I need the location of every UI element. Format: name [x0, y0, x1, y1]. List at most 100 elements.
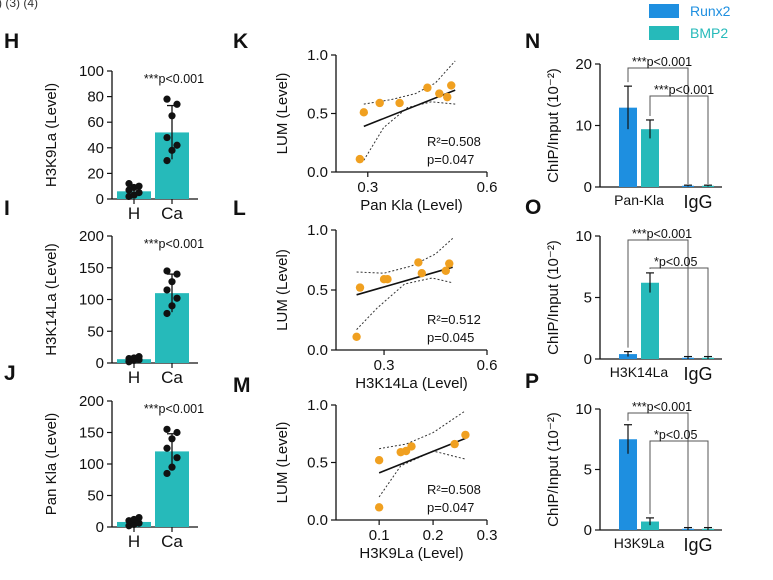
x-tick-label: Ca	[161, 368, 183, 387]
panel-j: J 0 50 100 150 200 Pan Kla (Level) H Ca ***p<0.00…	[4, 362, 204, 551]
y-tick-label: 0	[584, 522, 592, 539]
significance-bracket	[627, 67, 689, 184]
data-point	[173, 454, 181, 462]
x-tick-label: 0.1	[369, 527, 390, 544]
data-point	[395, 98, 404, 108]
y-axis-label: Pan Kla (Level)	[43, 413, 60, 516]
y-tick-label: 1.0	[307, 222, 328, 239]
panel-k: K 0.0 0.5 1.0 LUM (Level) 0.3 0.6 Pan Kla (Leve…	[233, 30, 497, 214]
y-tick-label: 0	[584, 351, 592, 368]
x-group-label: H3K14La	[610, 364, 669, 380]
panel-letter: M	[233, 374, 251, 397]
legend-swatch-runx2	[649, 4, 679, 18]
panel-letter: P	[525, 370, 539, 393]
panel-letter: I	[4, 197, 10, 220]
data-point	[168, 302, 176, 310]
data-point	[135, 182, 143, 190]
panel-letter: H	[4, 30, 19, 53]
data-point	[173, 270, 181, 278]
significance-bracket	[627, 239, 689, 356]
y-tick-label: 0.0	[307, 512, 328, 529]
y-tick-label: 5	[584, 290, 592, 307]
y-tick-label: 0	[96, 191, 104, 208]
significance-label: ***p<0.001	[144, 72, 204, 86]
data-point	[359, 108, 369, 117]
x-group-label: IgG	[683, 192, 712, 212]
p-value-label: p=0.047	[427, 152, 474, 167]
panel-i: I 0 50 100 150 200 H3K14La (Level) H Ca ***p<0.00…	[4, 197, 204, 387]
data-point	[163, 425, 171, 433]
panel-n: N 0 10 20 ChIP/Input (10⁻²) Pan-Kla IgG ***p<0.…	[525, 30, 722, 212]
data-point	[374, 456, 384, 465]
panel-letter: K	[233, 30, 248, 53]
x-group-label: IgG	[683, 364, 712, 384]
r-squared-label: R²=0.508	[427, 134, 481, 149]
x-tick-label: 0.6	[477, 179, 498, 196]
y-tick-label: 1.0	[307, 47, 328, 64]
x-axis-label: H3K9La (Level)	[359, 545, 463, 562]
data-point	[423, 83, 432, 92]
y-tick-label: 150	[79, 260, 104, 277]
y-tick-label: 10	[575, 401, 592, 418]
y-axis-label: ChIP/Input (10⁻²)	[545, 240, 562, 355]
significance-label: *p<0.05	[654, 428, 697, 442]
data-point	[352, 332, 361, 341]
panel-letter: N	[525, 30, 540, 53]
legend-label-bmp2: BMP2	[690, 25, 728, 41]
legend: Runx2 BMP2	[649, 3, 731, 41]
x-tick-label: H	[128, 368, 140, 387]
y-tick-label: 20	[87, 165, 104, 182]
y-axis-label: LUM (Level)	[274, 422, 291, 504]
significance-label: ***p<0.001	[632, 400, 692, 414]
data-point	[374, 503, 384, 512]
data-point	[163, 469, 171, 478]
r-squared-label: R²=0.512	[427, 312, 481, 327]
legend-label-runx2: Runx2	[690, 3, 731, 19]
significance-label: ***p<0.001	[144, 237, 204, 251]
significance-bracket	[649, 267, 709, 356]
data-point	[135, 513, 143, 522]
y-tick-label: 100	[79, 63, 104, 80]
bar-bmp2-pan-kla	[641, 129, 659, 187]
significance-bracket	[649, 440, 709, 527]
panel-h: H 0 20 40 60 80 100 H3K9La (Level) H Ca ***p<0.001	[4, 30, 204, 223]
x-group-label: H3K9La	[614, 535, 665, 551]
data-point	[407, 442, 416, 451]
x-tick-label: Ca	[161, 204, 183, 223]
y-tick-label: 10	[575, 228, 592, 245]
significance-label: *p<0.05	[654, 255, 697, 269]
data-point	[443, 92, 452, 102]
x-tick-label: 0.3	[374, 357, 395, 374]
bar-runx2-igg	[682, 185, 694, 187]
y-tick-label: 200	[79, 228, 104, 245]
p-value-label: p=0.045	[427, 330, 474, 345]
r-squared-label: R²=0.508	[427, 482, 481, 497]
confidence-band-upper	[379, 410, 466, 450]
data-point	[135, 189, 143, 197]
panel-m: M 0.0 0.5 1.0 LUM (Level) 0.1 0.2 0.3 H3K9La (Le…	[233, 374, 497, 562]
y-axis-label: H3K9La (Level)	[43, 83, 60, 187]
panel-letter: J	[4, 362, 16, 385]
p-value-label: p=0.047	[427, 500, 474, 515]
y-tick-label: 50	[87, 323, 104, 340]
y-tick-label: 150	[79, 425, 104, 442]
bar-bmp2-h3k14la	[641, 282, 659, 359]
y-axis-label: ChIP/Input (10⁻²)	[545, 412, 562, 527]
confidence-band-lower	[363, 101, 456, 161]
y-tick-label: 50	[87, 488, 104, 505]
x-tick-label: 0.2	[423, 527, 444, 544]
bar-bmp2-h3k9la	[641, 521, 659, 530]
data-point	[417, 269, 426, 278]
data-point	[375, 98, 384, 108]
data-point	[163, 133, 171, 142]
data-point	[441, 266, 451, 275]
y-axis-label: ChIP/Input (10⁻²)	[545, 68, 562, 183]
data-point	[135, 519, 143, 527]
data-point	[168, 146, 176, 154]
data-point	[163, 444, 171, 452]
data-point	[445, 259, 454, 268]
legend-swatch-bmp2	[649, 26, 679, 40]
y-tick-label: 20	[575, 56, 592, 73]
